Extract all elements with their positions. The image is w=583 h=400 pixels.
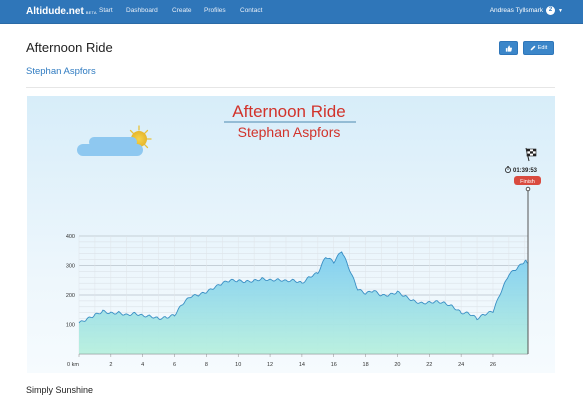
- thumbs-up-icon: [505, 44, 512, 52]
- x-tick-label: 6: [173, 362, 176, 368]
- x-tick-label: 26: [490, 362, 496, 368]
- elevation-area: [78, 251, 529, 354]
- x-tick-label: 18: [363, 362, 369, 368]
- elevation-line: [78, 251, 529, 324]
- stopwatch-icon: [504, 166, 511, 174]
- x-axis-labels: 0 km 2 4 6 8 10 12 14 16 18 20 22 24 26: [67, 353, 528, 368]
- nav-create[interactable]: Create: [172, 7, 192, 14]
- page-title: Afternoon Ride: [26, 40, 113, 55]
- edit-button-label: Edit: [537, 45, 548, 51]
- finish-time: 01:39:53: [513, 168, 538, 174]
- image-subtitle: Stephan Aspfors: [238, 124, 341, 140]
- x-tick-label: 8: [205, 362, 208, 368]
- finish-label-badge: [514, 176, 541, 185]
- altitude-profile-image: Afternoon Ride Stephan Aspfors 100 200 300…: [27, 96, 555, 373]
- cloud-icon: [77, 137, 143, 156]
- x-tick-label: 24: [458, 362, 464, 368]
- x-tick-label: 10: [235, 362, 241, 368]
- edit-button[interactable]: Edit: [523, 41, 554, 55]
- beta-tag: BETA: [85, 10, 97, 15]
- y-axis-labels: 100 200 300 400: [66, 234, 75, 329]
- user-name: Andreas Tyllsmark: [489, 7, 544, 14]
- navbar: Altidude.net BETA Start Dashboard Create …: [0, 0, 583, 24]
- finish-marker: 01:39:53 Finish: [504, 147, 541, 354]
- finish-label: Finish: [520, 179, 535, 185]
- pencil-icon: [530, 45, 536, 51]
- user-menu[interactable]: Andreas Tyllsmark 2 ▼: [490, 6, 563, 15]
- header-divider: [26, 87, 555, 88]
- nav-profiles[interactable]: Profiles: [204, 7, 226, 14]
- notification-badge: 2: [546, 6, 556, 15]
- elevation-fill: [79, 251, 528, 354]
- x-tick-label: 16: [331, 362, 337, 368]
- x-tick-label: 22: [426, 362, 432, 368]
- brand-logo[interactable]: Altidude.net BETA: [26, 6, 97, 17]
- y-tick-label: 300: [66, 264, 75, 270]
- x-tick-label: 20: [394, 362, 400, 368]
- y-tick-label: 100: [66, 323, 75, 329]
- x-tick-label: 14: [299, 362, 305, 368]
- x-tick-label: 0 km: [67, 362, 79, 368]
- image-title: Afternoon Ride: [232, 102, 345, 121]
- x-tick-label: 4: [141, 362, 144, 368]
- nav-start[interactable]: Start: [99, 7, 113, 14]
- checkered-flag-icon: [525, 147, 537, 162]
- nav-dashboard[interactable]: Dashboard: [126, 7, 158, 14]
- y-tick-label: 200: [66, 293, 75, 299]
- x-tick-label: 12: [267, 362, 273, 368]
- chevron-down-icon: ▼: [558, 7, 563, 14]
- finish-pole-top: [525, 186, 531, 192]
- ride-description: Simply Sunshine: [26, 385, 94, 395]
- author-link[interactable]: Stephan Aspfors: [26, 66, 96, 77]
- y-tick-label: 400: [66, 234, 75, 240]
- nav-contact[interactable]: Contact: [240, 7, 263, 14]
- like-button[interactable]: [499, 41, 518, 55]
- x-tick-label: 2: [109, 362, 112, 368]
